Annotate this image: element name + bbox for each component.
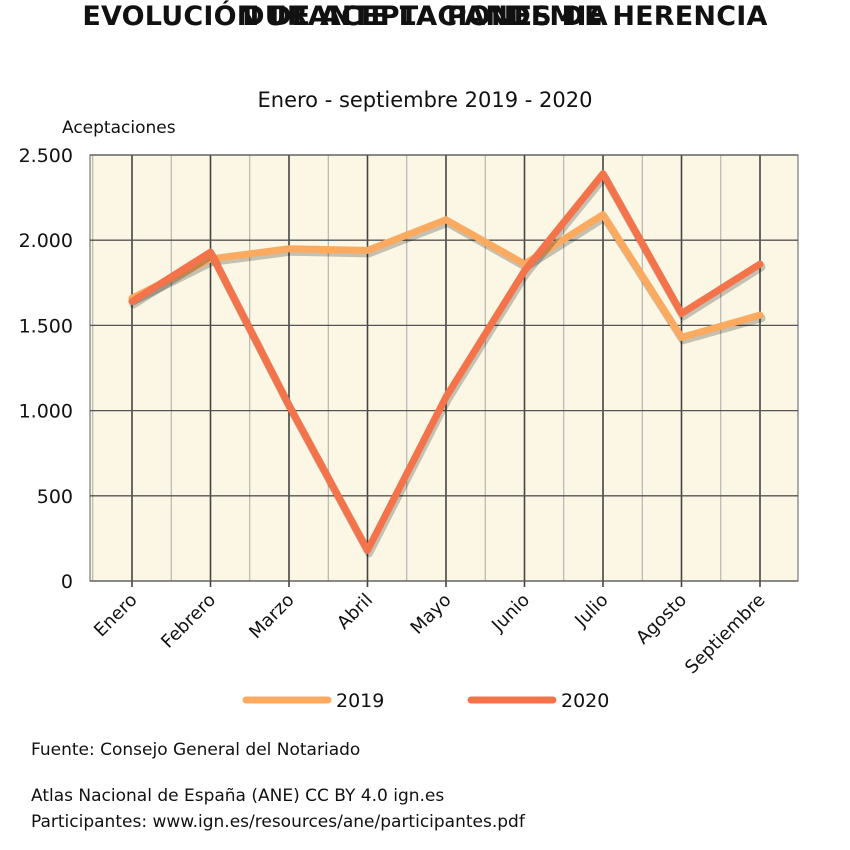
legend-label: 2020 (561, 690, 609, 712)
x-tick-label: Julio (570, 590, 612, 632)
major-gridlines (90, 154, 798, 587)
x-tick-label: Enero (90, 590, 142, 642)
y-axis-label: Aceptaciones (62, 118, 176, 138)
series-line-2019 (128, 211, 764, 341)
chart-title-line-1: EVOLUCIÓN DE ACEPTACIONES DE HERENCIA (82, 1, 768, 32)
plot-area (89, 154, 799, 582)
x-tick-label: Marzo (245, 590, 298, 643)
credit-line-1: Atlas Nacional de España (ANE) CC BY 4.0… (31, 786, 445, 806)
y-tick-label: 2.000 (19, 230, 73, 252)
series-line-2020 (128, 170, 764, 554)
chart-title-line-2: DURANTE LA PANDEMIA (242, 1, 608, 32)
chart-subtitle: Enero - septiembre 2019 - 2020 (257, 88, 593, 112)
y-tick-label: 2.500 (19, 145, 73, 167)
line-chart: 0 500 1.000 1.500 2.000 2.500 Enero Febrero Mar… (19, 118, 799, 712)
x-tick-label: Septiembre (681, 590, 769, 678)
x-tick-label: Junio (487, 590, 534, 637)
y-tick-label: 0 (61, 571, 73, 593)
y-tick-label: 500 (37, 486, 73, 508)
x-tick-label: Abril (333, 590, 377, 634)
legend: 2019 2020 (242, 690, 609, 712)
x-tick-label: Febrero (157, 590, 220, 653)
y-tick-label: 1.500 (19, 315, 73, 337)
x-tick-label: Agosto (632, 590, 691, 649)
y-tick-label: 1.000 (19, 401, 73, 423)
source-note: Fuente: Consejo General del Notariado (31, 740, 361, 760)
x-tick-label: Mayo (407, 590, 456, 639)
credit-line-2: Participantes: www.ign.es/resources/ane/… (31, 812, 525, 832)
series-lines (128, 170, 766, 558)
legend-label: 2019 (336, 690, 384, 712)
x-axis-tick-labels: Enero Febrero Marzo Abril Mayo Junio Julio Agos… (90, 590, 770, 678)
y-axis-tick-labels: 0 500 1.000 1.500 2.000 2.500 (19, 145, 73, 593)
